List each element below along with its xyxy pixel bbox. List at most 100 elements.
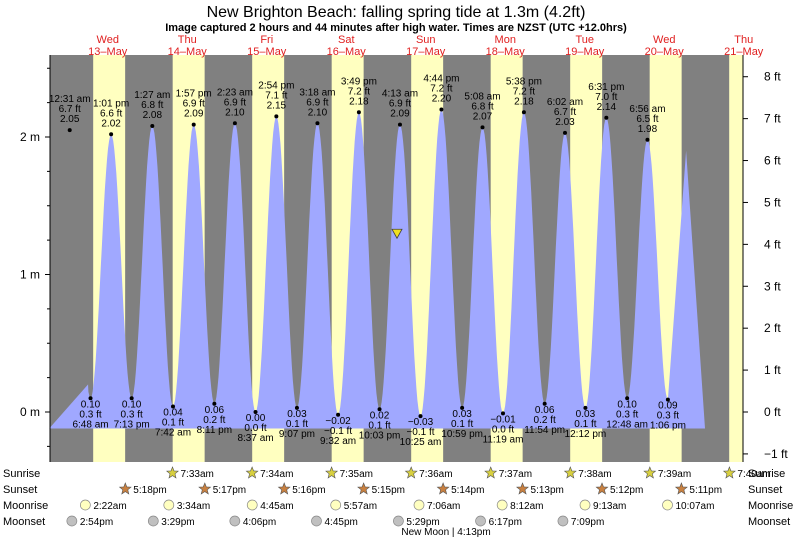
moonrise-icon <box>246 499 258 511</box>
axes: 2 m 1 m 0 m 8 ft 7 ft 6 ft 5 ft 4 ft 3 ft 2 ft 1 f… <box>20 34 788 462</box>
tide-ft-label: 0.1 ft <box>451 419 473 430</box>
sunrise-time: 7:39am <box>658 469 691 480</box>
sunset-time: 5:18pm <box>133 485 166 496</box>
tide-time-label: 3:18 am <box>299 87 335 98</box>
tide-time-label: 9:32 am <box>320 436 356 447</box>
row-label-left: Moonset <box>3 516 45 528</box>
tide-time-label: 1:01 pm <box>93 98 129 109</box>
tide-ft-label: 7.2 ft <box>430 84 452 95</box>
tide-point <box>109 132 114 137</box>
tide-ft-label: 0.3 ft <box>657 411 679 422</box>
right-tick-label: −1 ft <box>764 447 788 461</box>
tide-time-label: 1:06 pm <box>650 421 686 432</box>
day-name: Thu <box>178 34 197 46</box>
sunrise-icon <box>325 466 339 479</box>
tide-point <box>88 396 93 401</box>
tide-point <box>418 414 423 419</box>
tide-ft-label: 6.9 ft <box>224 97 246 108</box>
tide-ft-label: 7.2 ft <box>348 86 370 97</box>
tide-point <box>583 405 588 410</box>
row-label-right: Sunrise <box>748 468 785 480</box>
tide-m-label: 0.06 <box>535 405 555 416</box>
right-tick-label: 2 ft <box>764 321 781 335</box>
tide-point <box>129 396 134 401</box>
sunrise-icon <box>245 466 259 479</box>
tide-point <box>645 137 650 142</box>
day-date: 13–May <box>88 46 128 58</box>
sunset-icon <box>277 482 291 495</box>
tide-m-label: 0.03 <box>452 409 472 420</box>
tide-m-label: 0.10 <box>81 399 101 410</box>
sunrise-icon <box>404 466 418 479</box>
moonset-time: 4:06pm <box>243 517 276 528</box>
tide-time-label: 6:02 am <box>547 97 583 108</box>
tide-ft-label: 0.0 ft <box>492 424 514 435</box>
sunset-time: 5:17pm <box>213 485 246 496</box>
tide-time-label: 4:44 pm <box>423 74 459 85</box>
moonset-icon <box>557 515 569 527</box>
moonset-icon <box>229 515 241 527</box>
sunrise-time: 7:34am <box>260 469 293 480</box>
moonrise-time: 7:06am <box>427 501 460 512</box>
moonrise-icon <box>413 499 425 511</box>
row-label-left: Moonrise <box>3 500 48 512</box>
tide-ft-label: −0.1 ft <box>406 427 434 438</box>
tide-point <box>274 114 279 119</box>
tide-m-label: 2.20 <box>432 94 452 105</box>
sunrise-icon <box>563 466 577 479</box>
day-name: Wed <box>653 34 675 46</box>
tide-m-label: 2.15 <box>267 100 287 111</box>
day-date: 16–May <box>327 46 367 58</box>
moonset-time: 3:29pm <box>161 517 194 528</box>
sunset-time: 5:16pm <box>292 485 325 496</box>
tide-time-label: 8:37 am <box>237 433 273 444</box>
sunset-time: 5:14pm <box>451 485 484 496</box>
moonrise-icon <box>662 499 673 511</box>
tide-point <box>336 412 341 417</box>
moonrise-icon <box>163 499 175 511</box>
moonrise-icon <box>330 499 342 511</box>
tide-time-label: 4:13 am <box>382 89 418 100</box>
tide-m-label: 2.05 <box>60 114 80 125</box>
tide-ft-label: 6.9 ft <box>183 99 205 110</box>
tide-m-label: 2.10 <box>225 107 245 118</box>
tide-labels: 12:31 am6.7 ft2.050.100.3 ft6:48 am1:01 … <box>49 74 686 449</box>
tide-m-label: 0.00 <box>246 413 266 424</box>
tide-ft-label: 7.1 ft <box>265 90 287 101</box>
sunset-time: 5:13pm <box>531 485 564 496</box>
moonset-icon <box>147 515 159 527</box>
day-date: 14–May <box>168 46 208 58</box>
tide-time-label: 5:08 am <box>464 91 500 102</box>
tide-m-label: −0.03 <box>408 417 434 428</box>
tide-point <box>171 404 176 409</box>
tide-time-label: 2:23 am <box>217 87 253 98</box>
moonrise-icon <box>496 499 508 511</box>
moonset-time: 2:54pm <box>80 517 113 528</box>
tide-time-label: 10:59 pm <box>441 429 483 440</box>
tide-area <box>49 109 705 429</box>
moonrise-time: 10:07am <box>676 501 715 512</box>
day-name: Fri <box>260 34 273 46</box>
moonrise-icon <box>579 499 591 511</box>
row-label-right: Moonrise <box>748 500 793 512</box>
tide-time-label: 12:31 am <box>49 94 91 105</box>
moonset-icon <box>393 515 404 527</box>
tide-point <box>460 405 465 410</box>
sunrise-time: 7:38am <box>578 469 611 480</box>
tide-ft-label: 0.3 ft <box>79 409 101 420</box>
sunset-icon <box>595 482 609 495</box>
tide-m-label: −0.01 <box>490 414 516 425</box>
tide-point <box>377 407 382 412</box>
tide-ft-label: 0.2 ft <box>203 415 225 426</box>
tide-point <box>294 405 299 410</box>
tide-time-label: 6:31 pm <box>588 82 624 93</box>
tide-m-label: 0.06 <box>205 405 225 416</box>
tide-m-label: 0.10 <box>122 399 142 410</box>
right-tick-label: 1 ft <box>764 363 781 377</box>
sunrise-time: 7:36am <box>419 469 452 480</box>
tide-time-label: 7:13 pm <box>114 419 150 430</box>
tide-point <box>397 122 402 127</box>
sunset-time: 5:15pm <box>372 485 405 496</box>
moonrise-time: 4:45am <box>260 501 293 512</box>
